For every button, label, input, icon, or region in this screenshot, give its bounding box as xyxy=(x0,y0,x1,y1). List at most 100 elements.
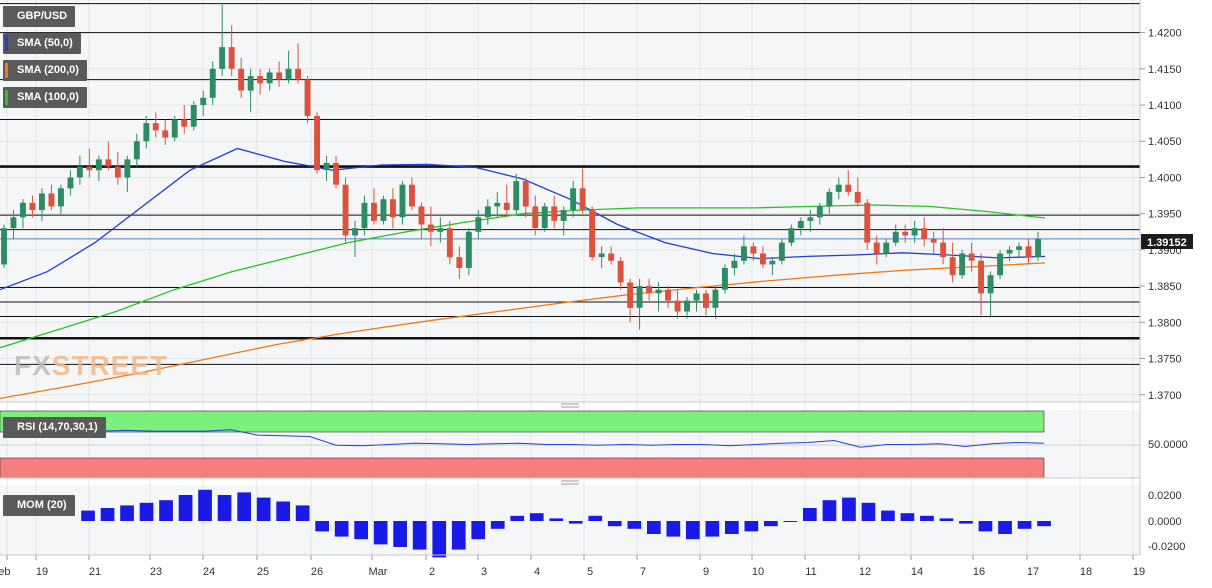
candle xyxy=(1016,242,1022,258)
candle-body xyxy=(797,220,804,229)
candle xyxy=(760,246,766,268)
rsi-legend[interactable]: RSI (14,70,30,1) xyxy=(3,417,106,438)
candle-body xyxy=(76,166,83,178)
candle-body xyxy=(712,289,719,308)
candle xyxy=(807,210,814,232)
candle-body xyxy=(921,228,928,240)
candle xyxy=(665,286,671,308)
candle-body xyxy=(171,119,178,138)
momentum-bar xyxy=(764,521,778,527)
candle xyxy=(883,239,890,258)
momentum-bar xyxy=(393,521,407,547)
candle xyxy=(1,224,8,268)
candle-body xyxy=(541,206,548,229)
time-axis[interactable]: Feb192123242526Mar2345791011121416171819 xyxy=(0,555,1145,578)
candle-body xyxy=(997,253,1003,276)
candle xyxy=(143,115,150,149)
candle xyxy=(769,257,776,276)
candle xyxy=(200,90,207,116)
candle-body xyxy=(854,191,861,203)
pane-splitter-2[interactable] xyxy=(561,480,579,485)
momentum-bar xyxy=(490,521,505,529)
candle xyxy=(228,25,235,77)
candle xyxy=(76,155,83,185)
momentum-bar xyxy=(412,521,427,550)
candle xyxy=(921,217,928,247)
candle xyxy=(390,188,396,229)
candle-body xyxy=(741,246,747,261)
candle xyxy=(655,282,662,312)
time-tick-label: 21 xyxy=(89,566,101,578)
candle-body xyxy=(636,286,643,308)
candle-body xyxy=(949,257,956,276)
candle-body xyxy=(200,97,207,105)
candle xyxy=(475,210,482,240)
momentum-bar xyxy=(276,501,290,521)
candle-body xyxy=(465,231,472,268)
candle xyxy=(494,191,501,218)
candle-body xyxy=(143,123,150,142)
candle xyxy=(845,170,852,196)
candle xyxy=(778,239,785,265)
candle-body xyxy=(522,181,529,207)
candle-body xyxy=(418,206,425,225)
candle xyxy=(342,177,349,243)
candle-body xyxy=(152,123,159,131)
candle xyxy=(437,217,444,243)
candle xyxy=(238,57,245,98)
momentum-bar xyxy=(686,521,700,540)
candle-body xyxy=(570,188,577,210)
sma200-label: SMA (200,0) xyxy=(17,64,79,76)
momentum-bar xyxy=(881,510,895,521)
candle xyxy=(503,184,510,218)
candle-body xyxy=(778,242,785,261)
rsi-tick-label: 50.0000 xyxy=(1148,439,1188,451)
candle xyxy=(741,235,747,265)
mom-legend[interactable]: MOM (20) xyxy=(3,495,75,516)
candle-body xyxy=(437,228,444,232)
candle xyxy=(333,155,339,189)
candle-body xyxy=(285,68,292,80)
momentum-bar xyxy=(978,521,993,532)
price-pane[interactable] xyxy=(0,0,1140,402)
candle-body xyxy=(1006,249,1013,254)
momentum-bar xyxy=(354,521,368,540)
candle xyxy=(722,264,728,294)
momentum-bar xyxy=(432,521,447,558)
rsi-oversold-zone xyxy=(0,457,1045,479)
price-tick-label: 1.4200 xyxy=(1148,28,1182,40)
sma50-legend[interactable]: SMA (50,0) xyxy=(3,33,81,54)
candle xyxy=(276,61,283,87)
candle-body xyxy=(816,206,823,218)
candle-body xyxy=(162,130,169,138)
price-tick-label: 1.3950 xyxy=(1148,209,1182,221)
symbol-label[interactable]: GBP/USD xyxy=(3,6,76,27)
momentum-bar xyxy=(198,489,212,521)
candle xyxy=(266,68,273,91)
momentum-bar xyxy=(1037,521,1051,527)
sma200-line xyxy=(0,262,1046,400)
candle-body xyxy=(892,231,899,243)
candle xyxy=(114,152,121,185)
momentum-bar xyxy=(803,508,817,521)
candle-body xyxy=(124,159,131,178)
candle-body xyxy=(703,293,709,308)
momentum-bar xyxy=(647,521,661,534)
current-price-label: 1.39152 xyxy=(1147,237,1187,249)
momentum-bar xyxy=(998,521,1012,534)
candle xyxy=(152,112,159,138)
candle xyxy=(873,235,880,265)
sma200-legend[interactable]: SMA (200,0) xyxy=(3,60,87,81)
pane-splitter-1[interactable] xyxy=(561,403,579,408)
candle xyxy=(826,188,833,214)
candle-body xyxy=(114,166,121,178)
sma100-legend[interactable]: SMA (100,0) xyxy=(3,87,87,108)
candle-body xyxy=(693,293,700,301)
price-axis[interactable]: 1.42001.41501.41001.40501.40001.39501.39… xyxy=(1140,28,1182,402)
candle-body xyxy=(987,275,994,294)
candle-body xyxy=(959,253,966,276)
candle-body xyxy=(883,242,890,254)
time-tick-label: 19 xyxy=(36,566,48,578)
